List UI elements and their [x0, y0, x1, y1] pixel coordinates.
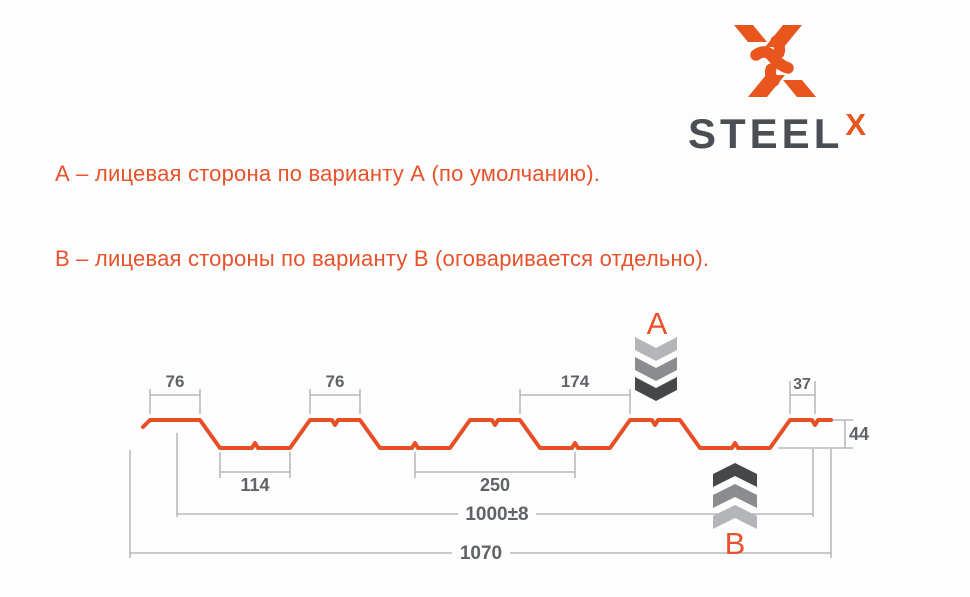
chevron-down-icon: [635, 357, 677, 381]
sheet-profile-path: [141, 418, 833, 450]
chevron-up-icon: [713, 484, 757, 508]
dim-label-valley: 114: [240, 475, 269, 495]
dim-label-pitch: 250: [480, 475, 510, 495]
dim-label-height: 44: [849, 424, 869, 444]
dim-label-working-width: 1000±8: [465, 504, 528, 525]
dim-lines-rib-top-mid: [309, 389, 361, 414]
brand-superscript-x: X: [845, 107, 867, 142]
dim-lines-working-width: [176, 433, 814, 517]
dim-label-overall-width: 1070: [460, 543, 502, 564]
dimension-lines: [129, 381, 853, 558]
chevron-down-icon: [635, 337, 677, 361]
chevron-up-icon: [713, 505, 757, 529]
dim-lines-valley: [219, 452, 291, 478]
note-variant-a: А – лицевая сторона по варианту А (по ум…: [55, 161, 601, 186]
dim-lines-overall-width: [129, 449, 832, 558]
dim-lines-rib-gap: [519, 389, 631, 414]
logo-arm-top-left: [734, 25, 767, 42]
variant-a-marker: A: [635, 306, 677, 401]
dim-label-edge-rib: 37: [793, 376, 811, 393]
logo-arm-bottom-right: [783, 80, 816, 97]
steelx-logo-icon: [734, 25, 816, 97]
logo-hook-top: [770, 35, 786, 59]
dim-lines-height: [778, 419, 853, 449]
dim-lines-edge-rib: [789, 381, 816, 414]
dim-label-rib-top-mid: 76: [326, 372, 345, 391]
variant-b-label: B: [725, 526, 746, 561]
chevron-up-icon: [713, 463, 757, 487]
note-variant-b: В – лицевая стороны по варианту В (огова…: [55, 246, 710, 271]
dim-lines-pitch: [414, 452, 576, 478]
dim-lines-rib-top-left: [149, 389, 201, 414]
dim-label-rib-top-left: 76: [166, 372, 185, 391]
logo-center-wave: [750, 46, 794, 74]
variant-b-marker: B: [713, 463, 757, 561]
dim-label-rib-gap: 174: [561, 372, 590, 391]
chevron-down-icon: [635, 377, 677, 401]
variant-a-label: A: [647, 306, 668, 341]
brand-name: STEEL: [688, 110, 844, 157]
dimension-labels: 76 76 174 37 114 250 1000±8 1070 44: [166, 372, 869, 564]
logo-hook-bottom: [764, 63, 780, 87]
